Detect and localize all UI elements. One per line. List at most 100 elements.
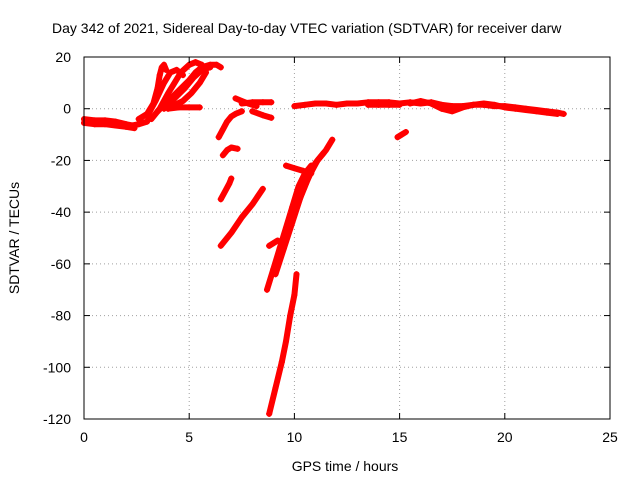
data-point	[167, 69, 174, 76]
data-point	[131, 125, 138, 132]
data-point	[291, 103, 298, 110]
data-trace-11	[238, 99, 275, 107]
data-point	[394, 134, 401, 141]
data-point	[402, 128, 409, 135]
data-point	[228, 144, 235, 151]
data-point	[165, 105, 172, 112]
y-tick-label: -20	[51, 152, 71, 168]
data-point	[268, 114, 275, 121]
data-point	[333, 101, 340, 108]
data-point	[224, 118, 231, 125]
data-point	[266, 242, 273, 249]
data-point	[144, 113, 151, 120]
data-point	[459, 104, 466, 111]
chart-title: Day 342 of 2021, Sidereal Day-to-day VTE…	[52, 20, 562, 36]
data-point	[186, 104, 193, 111]
data-point	[228, 113, 235, 120]
data-point	[533, 108, 540, 115]
data-point	[291, 165, 298, 172]
data-point	[278, 247, 285, 254]
data-point	[190, 74, 197, 81]
data-point	[322, 100, 329, 107]
x-axis-label: GPS time / hours	[292, 458, 399, 474]
data-point	[512, 105, 519, 112]
data-point	[312, 100, 319, 107]
data-point	[268, 99, 275, 106]
data-point	[135, 121, 142, 128]
data-point	[213, 61, 220, 68]
data-point	[386, 101, 393, 108]
data-point	[215, 134, 222, 141]
data-point	[196, 104, 203, 111]
data-point	[234, 145, 241, 152]
data-point	[102, 121, 109, 128]
x-tick-label: 0	[80, 429, 88, 445]
data-point	[173, 66, 180, 73]
data-trace-20	[283, 162, 315, 177]
data-trace-9	[215, 108, 245, 141]
data-point	[123, 123, 130, 130]
data-point	[228, 229, 235, 236]
data-point	[282, 338, 289, 345]
data-point	[259, 185, 266, 192]
y-tick-label: -40	[51, 204, 71, 220]
data-point	[543, 109, 550, 116]
data-point	[226, 180, 233, 187]
data-point	[259, 99, 266, 106]
data-point	[287, 312, 294, 319]
data-trace-19	[278, 149, 327, 254]
data-point	[221, 188, 228, 195]
data-point	[198, 66, 205, 73]
data-point	[554, 110, 561, 117]
data-point	[217, 196, 224, 203]
x-tick-label: 10	[287, 429, 303, 445]
data-point	[232, 95, 239, 102]
data-point	[266, 410, 273, 417]
y-tick-label: -100	[43, 359, 71, 375]
data-point	[188, 90, 195, 97]
data-point	[301, 101, 308, 108]
data-point	[238, 214, 245, 221]
data-point	[304, 178, 311, 185]
data-point	[320, 149, 327, 156]
x-tick-label: 15	[392, 429, 408, 445]
data-point	[203, 69, 210, 76]
data-trace-8	[165, 104, 203, 112]
data-trace-16	[264, 162, 315, 293]
data-trace-18	[272, 136, 336, 278]
data-point	[152, 97, 159, 104]
data-trace-3	[144, 66, 186, 120]
data-point	[480, 100, 487, 107]
data-point	[282, 162, 289, 169]
data-point	[375, 101, 382, 108]
data-point	[249, 201, 256, 208]
data-point	[249, 99, 256, 106]
data-point	[175, 104, 182, 111]
data-point	[165, 90, 172, 97]
data-point	[312, 160, 319, 167]
data-point	[135, 116, 142, 123]
data-area	[81, 59, 567, 417]
data-point	[329, 136, 336, 143]
grid-lines	[84, 57, 610, 419]
data-point	[501, 104, 508, 111]
y-tick-label: -120	[43, 411, 71, 427]
x-tick-label: 5	[185, 429, 193, 445]
y-tick-label: -80	[51, 308, 71, 324]
data-point	[148, 116, 155, 123]
data-point	[295, 183, 302, 190]
data-trace-13	[219, 144, 241, 159]
data-point	[470, 101, 477, 108]
data-point	[295, 198, 302, 205]
data-point	[163, 66, 170, 73]
y-axis-label: SDTVAR / TECUs	[6, 182, 22, 294]
data-point	[274, 237, 281, 244]
y-tick-label: -60	[51, 256, 71, 272]
data-point	[228, 175, 235, 182]
data-point	[181, 85, 188, 92]
data-point	[560, 110, 567, 117]
data-point	[91, 121, 98, 128]
data-point	[278, 359, 285, 366]
data-point	[407, 100, 414, 107]
